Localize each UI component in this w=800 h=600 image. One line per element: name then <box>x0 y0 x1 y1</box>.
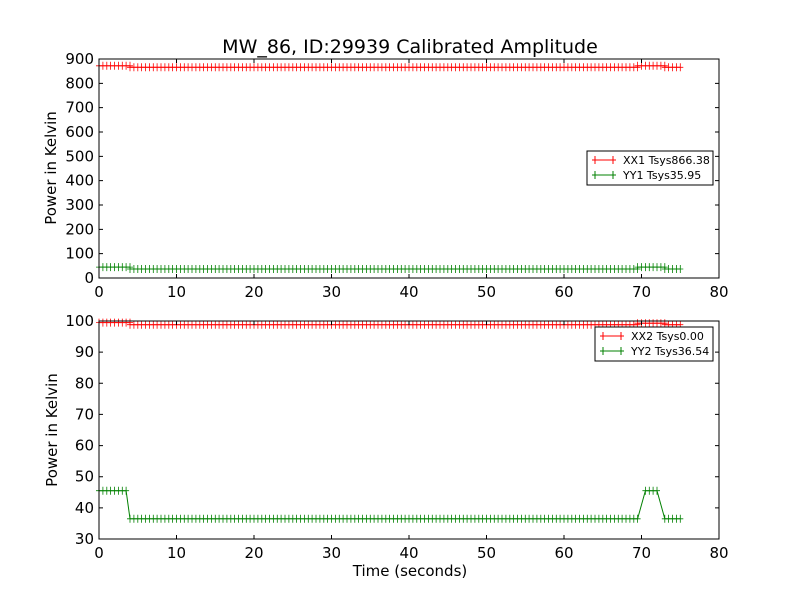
top-y-axis-label: Power in Kelvin <box>42 111 60 225</box>
y-tick-label-0-6: 600 <box>65 123 94 141</box>
x-tick-label-0-8: 80 <box>709 283 728 301</box>
x-tick-label-0-3: 30 <box>322 283 341 301</box>
y-tick-label-0-7: 700 <box>65 99 94 117</box>
legend-swatch-0-1 <box>592 171 616 179</box>
x-tick-label-0-5: 50 <box>477 283 496 301</box>
x-tick-label-1-3: 30 <box>322 544 341 562</box>
y-tick-label-1-6: 90 <box>75 343 94 361</box>
legend-swatch-1-0 <box>600 332 624 340</box>
legend-box-1 <box>594 326 714 362</box>
y-tick-label-1-1: 40 <box>75 499 94 517</box>
bottom-y-axis-label: Power in Kelvin <box>43 373 61 487</box>
chart-title: MW_86, ID:29939 Calibrated Amplitude <box>222 36 598 58</box>
y-tick-label-0-0: 0 <box>84 269 94 287</box>
legend-label-1-0: XX2 Tsys0.00 <box>631 330 704 343</box>
x-tick-label-1-5: 50 <box>477 544 496 562</box>
x-tick-label-0-4: 40 <box>399 283 418 301</box>
y-tick-label-1-4: 70 <box>75 405 94 423</box>
y-tick-label-1-2: 50 <box>75 468 94 486</box>
x-tick-label-1-1: 10 <box>167 544 186 562</box>
legend-swatch-1-1 <box>600 347 624 355</box>
x-tick-label-0-2: 20 <box>244 283 263 301</box>
x-tick-label-0-1: 10 <box>167 283 186 301</box>
y-tick-label-1-3: 60 <box>75 437 94 455</box>
top-subplot: MW_86, ID:29939 Calibrated Amplitude Pow… <box>42 36 729 301</box>
x-axis-label: Time (seconds) <box>352 562 468 580</box>
legend-box-0 <box>586 150 714 186</box>
y-tick-label-0-5: 500 <box>65 147 94 165</box>
x-tick-label-1-4: 40 <box>399 544 418 562</box>
legend-label-0-1: YY1 Tsys35.95 <box>622 169 701 182</box>
legend-label-0-0: XX1 Tsys866.38 <box>623 154 710 167</box>
x-tick-label-0-7: 70 <box>632 283 651 301</box>
x-tick-label-0-0: 0 <box>94 283 104 301</box>
legend-swatch-0-0 <box>592 156 616 164</box>
x-tick-label-1-6: 60 <box>554 544 573 562</box>
legend-label-1-1: YY2 Tsys36.54 <box>630 345 709 358</box>
y-tick-label-0-4: 400 <box>65 172 94 190</box>
y-tick-label-0-3: 300 <box>65 196 94 214</box>
x-tick-label-1-2: 20 <box>244 544 263 562</box>
x-tick-label-1-8: 80 <box>709 544 728 562</box>
y-tick-label-1-0: 30 <box>75 530 94 548</box>
bottom-subplot: Time (seconds) Power in Kelvin 0 10 20 30 40… <box>43 312 729 580</box>
y-tick-label-0-2: 200 <box>65 220 94 238</box>
x-tick-label-1-7: 70 <box>632 544 651 562</box>
y-tick-label-1-7: 100 <box>65 312 94 330</box>
x-tick-label-1-0: 0 <box>94 544 104 562</box>
y-tick-label-0-1: 100 <box>65 245 94 263</box>
y-tick-label-0-9: 900 <box>65 50 94 68</box>
y-tick-label-1-5: 80 <box>75 374 94 392</box>
y-tick-label-0-8: 800 <box>65 74 94 92</box>
x-tick-label-0-6: 60 <box>554 283 573 301</box>
